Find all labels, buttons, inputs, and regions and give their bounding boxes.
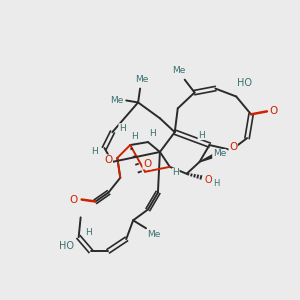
Text: H: H <box>198 130 205 140</box>
Text: H: H <box>131 132 137 141</box>
Polygon shape <box>200 154 214 162</box>
Text: O: O <box>229 142 237 152</box>
Text: Me: Me <box>135 75 149 84</box>
Text: H: H <box>172 168 179 177</box>
Text: Me: Me <box>213 149 226 158</box>
Text: H: H <box>85 228 92 237</box>
Text: Me: Me <box>147 230 161 239</box>
Text: Me: Me <box>172 66 185 75</box>
Text: O: O <box>104 155 112 165</box>
Text: Me: Me <box>110 96 123 105</box>
Text: O: O <box>270 106 278 116</box>
Text: H: H <box>213 179 220 188</box>
Text: H: H <box>119 124 126 133</box>
Text: HO: HO <box>237 78 252 88</box>
Text: HO: HO <box>59 241 74 251</box>
Text: H: H <box>150 129 156 138</box>
Text: H: H <box>91 148 98 157</box>
Text: O: O <box>70 194 78 205</box>
Text: O: O <box>143 159 151 169</box>
Text: O: O <box>205 175 212 185</box>
